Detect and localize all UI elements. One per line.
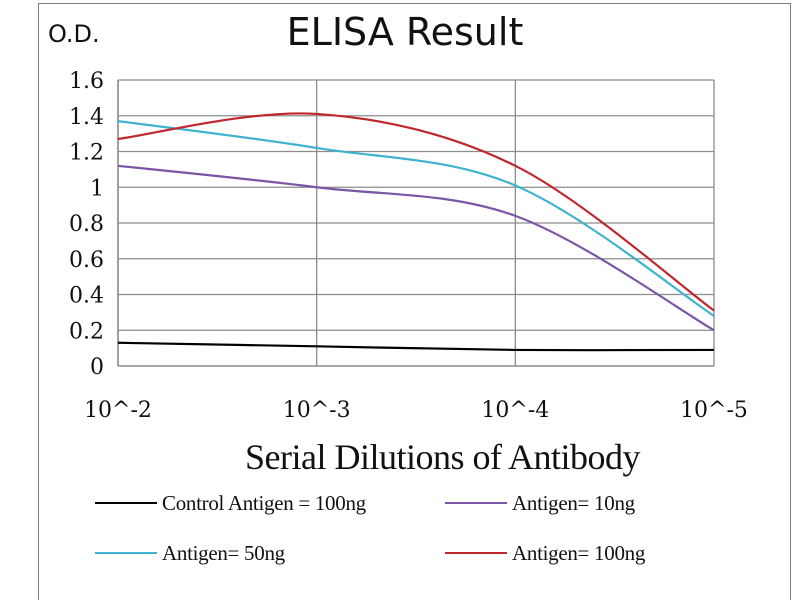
legend-label: Antigen= 10ng xyxy=(512,490,635,515)
series-line-2 xyxy=(117,120,715,317)
legend-swatch xyxy=(445,502,507,504)
y-tick-label: 0.8 xyxy=(69,212,104,237)
chart-title: ELISA Result xyxy=(0,10,800,54)
y-tick-label: 0.2 xyxy=(69,319,104,344)
y-tick-label: 0.6 xyxy=(69,248,104,273)
chart-frame xyxy=(38,3,791,600)
chart-title-text: ELISA Result xyxy=(286,10,524,54)
x-tick-label: 10^-3 xyxy=(283,398,351,423)
series-line-0 xyxy=(117,341,715,352)
legend-item-control: Control Antigen = 100ng xyxy=(95,491,366,515)
legend-item-10ng: Antigen= 10ng xyxy=(445,491,635,515)
legend-label: Antigen= 100ng xyxy=(512,540,646,565)
y-axis-label: O.D. xyxy=(48,20,100,48)
legend-label: Antigen= 50ng xyxy=(162,540,285,565)
legend-swatch xyxy=(445,552,507,554)
x-tick-label: 10^-2 xyxy=(84,398,152,423)
legend-item-50ng: Antigen= 50ng xyxy=(95,541,285,565)
legend-label: Control Antigen = 100ng xyxy=(162,490,366,515)
y-tick-label: 1.2 xyxy=(69,141,104,166)
legend-swatch xyxy=(95,552,157,554)
y-tick-label: 1.6 xyxy=(69,69,104,94)
legend-item-100ng: Antigen= 100ng xyxy=(445,541,645,565)
x-tick-label: 10^-4 xyxy=(481,398,549,423)
series-line-3 xyxy=(117,112,715,312)
y-tick-label: 0 xyxy=(90,355,104,380)
x-tick-label: 10^-5 xyxy=(680,398,748,423)
x-axis-label: Serial Dilutions of Antibody xyxy=(245,437,641,477)
y-tick-label: 1 xyxy=(90,176,104,201)
y-tick-label: 0.4 xyxy=(69,284,104,309)
series-line-1 xyxy=(117,164,715,332)
legend-swatch xyxy=(95,502,157,504)
y-tick-label: 1.4 xyxy=(69,105,104,130)
